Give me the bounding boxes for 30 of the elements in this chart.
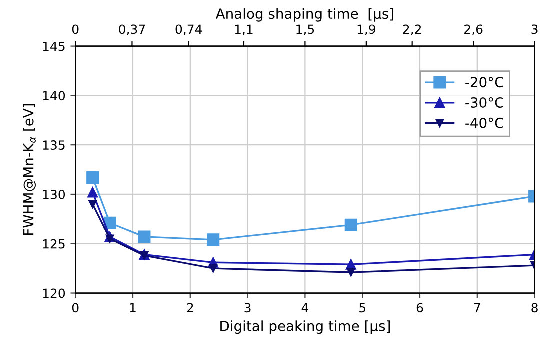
x2-axis-title: Analog shaping time [µs]: [216, 8, 394, 22]
x2-tick-label: 3: [532, 24, 538, 34]
x-tick-label: 6: [416, 303, 424, 313]
y-tick-label: 145: [43, 42, 65, 52]
y-tick-label: 130: [43, 190, 66, 200]
y-tick-label: 140: [43, 91, 66, 101]
x2-tick-label: 0: [72, 24, 79, 34]
x2-tick-label: 2,6: [464, 24, 483, 36]
x-tick-label: 1: [130, 303, 136, 312]
y-tick-label: 135: [43, 140, 65, 150]
legend-label: -30°C: [466, 97, 504, 108]
legend-label: -20°C: [466, 77, 504, 88]
x2-tick-label: 0,37: [119, 24, 146, 36]
x-tick-label: 3: [244, 303, 251, 313]
x2-tick-label: 1,5: [296, 24, 314, 36]
x-tick-label: 7: [474, 303, 480, 312]
y-axis-title: FWHM@Mn-K$_{α}$ [eV]: [23, 104, 36, 236]
x-axis-title: Digital peaking time [µs]: [220, 320, 390, 334]
x-tick-label: 5: [360, 303, 366, 313]
x-tick-label: 2: [187, 303, 194, 312]
y-tick-label: 120: [43, 288, 66, 298]
x-tick-label: 4: [302, 303, 308, 312]
x-tick-label: 0: [72, 303, 79, 313]
y-tick-label: 125: [43, 239, 65, 249]
x2-tick-label: 0,74: [176, 24, 202, 36]
x-tick-label: 8: [532, 303, 538, 313]
x2-tick-label: 2,2: [403, 24, 422, 36]
x2-tick-label: 1,1: [235, 24, 253, 36]
legend-label: -40°C: [466, 118, 504, 128]
x2-tick-label: 1,9: [358, 24, 376, 36]
